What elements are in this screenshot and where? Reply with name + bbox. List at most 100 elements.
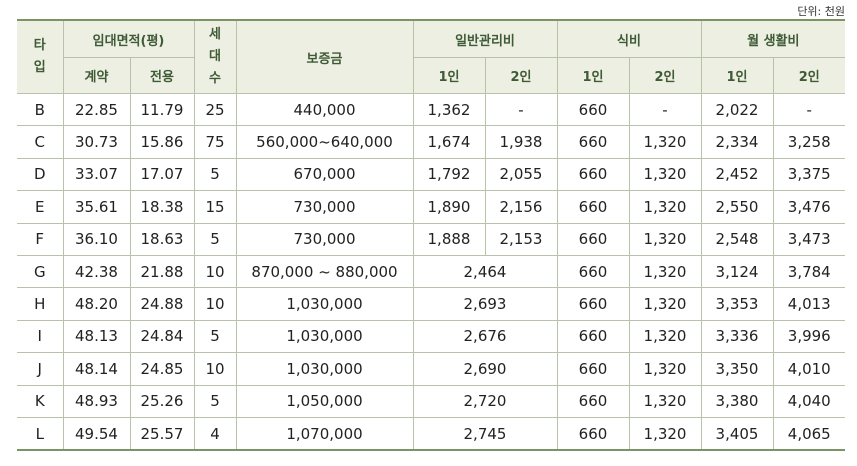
header-meal: 식비 <box>556 19 702 58</box>
cell-deposit: 730,000 <box>235 222 414 256</box>
cell-mgmt-merged: 2,693 <box>412 287 558 321</box>
cell-exclusive: 24.84 <box>129 319 195 354</box>
cell-type: E <box>17 190 64 224</box>
table-row: F 36.10 18.63 5 730,000 1,888 2,153 660 … <box>17 222 846 256</box>
cell-type: B <box>17 92 64 127</box>
header-area: 임대면적(평) <box>62 19 195 58</box>
cell-exclusive: 18.63 <box>129 222 195 256</box>
cell-type: C <box>17 125 64 159</box>
header-contract: 계약 <box>63 57 131 94</box>
cell-contract: 48.20 <box>62 287 131 321</box>
cell-exclusive: 18.38 <box>129 190 195 224</box>
cell-living-1p: 2,022 <box>700 92 774 127</box>
cell-living-1p: 2,550 <box>700 190 774 224</box>
cell-deposit: 440,000 <box>235 92 414 127</box>
cell-mgmt-1p: 1,792 <box>412 157 486 192</box>
cell-living-1p: 2,452 <box>700 157 774 192</box>
cell-meal-1p: 660 <box>556 92 630 127</box>
cell-households: 10 <box>193 287 237 321</box>
header-living-1p: 1인 <box>700 57 774 94</box>
table-row: J 48.14 24.85 10 1,030,000 2,690 660 1,3… <box>17 352 846 386</box>
cell-meal-1p: 660 <box>556 190 630 224</box>
cell-mgmt-2p: 2,153 <box>484 222 558 256</box>
cell-mgmt-merged: 2,745 <box>412 416 558 452</box>
cell-mgmt-1p: 1,888 <box>412 222 486 256</box>
cell-exclusive: 17.07 <box>129 157 195 192</box>
cell-exclusive: 11.79 <box>129 92 195 127</box>
cell-living-1p: 3,353 <box>700 287 774 321</box>
cell-living-1p: 2,548 <box>700 222 774 256</box>
header-meal-2p: 2인 <box>628 57 702 94</box>
cell-meal-2p: 1,320 <box>628 125 702 159</box>
cell-type: H <box>17 287 64 321</box>
cell-meal-2p: 1,320 <box>628 319 702 354</box>
cell-type: G <box>17 254 64 289</box>
cell-households: 15 <box>193 190 237 224</box>
cell-deposit: 670,000 <box>235 157 414 192</box>
cell-living-2p: 3,375 <box>772 157 846 192</box>
cell-type: J <box>17 352 64 386</box>
header-households-line: 대 <box>209 49 221 64</box>
cell-households: 4 <box>193 416 237 452</box>
cell-mgmt-1p: 1,890 <box>412 190 486 224</box>
cell-deposit: 730,000 <box>235 190 414 224</box>
cell-meal-1p: 660 <box>556 319 630 354</box>
cell-contract: 48.14 <box>62 352 131 386</box>
cell-contract: 49.54 <box>62 416 131 452</box>
cell-living-1p: 3,124 <box>700 254 774 289</box>
cell-living-1p: 2,334 <box>700 125 774 159</box>
cell-living-2p: 3,784 <box>772 254 846 289</box>
cell-deposit: 1,070,000 <box>235 416 414 452</box>
cell-type: L <box>17 416 64 452</box>
header-exclusive: 전용 <box>129 57 195 94</box>
cell-households: 25 <box>193 92 237 127</box>
cell-contract: 42.38 <box>62 254 131 289</box>
cell-contract: 30.73 <box>62 125 131 159</box>
header-mgmt-2p: 2인 <box>484 57 558 94</box>
cell-mgmt-1p: 1,674 <box>412 125 486 159</box>
cell-meal-1p: 660 <box>556 157 630 192</box>
cell-meal-2p: 1,320 <box>628 384 702 418</box>
cell-mgmt-1p: 1,362 <box>412 92 486 127</box>
cell-meal-2p: 1,320 <box>628 254 702 289</box>
cell-deposit: 1,030,000 <box>235 287 414 321</box>
cell-living-2p: 3,476 <box>772 190 846 224</box>
cell-mgmt-merged: 2,690 <box>412 352 558 386</box>
header-type: 타 입 <box>17 19 64 94</box>
header-type-line: 타 <box>33 38 46 53</box>
cell-meal-2p: 1,320 <box>628 287 702 321</box>
cell-mgmt-merged: 2,464 <box>412 254 558 289</box>
table-row: C 30.73 15.86 75 560,000~640,000 1,674 1… <box>17 125 846 159</box>
cell-type: K <box>17 384 64 418</box>
cell-meal-1p: 660 <box>556 416 630 452</box>
cell-living-2p: 4,065 <box>772 416 846 452</box>
cell-meal-2p: 1,320 <box>628 190 702 224</box>
cell-contract: 33.07 <box>62 157 131 192</box>
cell-meal-2p: 1,320 <box>628 157 702 192</box>
header-type-line: 입 <box>33 60 46 75</box>
cell-households: 5 <box>193 319 237 354</box>
cell-meal-1p: 660 <box>556 287 630 321</box>
cell-mgmt-2p: 2,055 <box>484 157 558 192</box>
header-mgmt-1p: 1인 <box>412 57 486 94</box>
cell-meal-2p: 1,320 <box>628 222 702 256</box>
cell-exclusive: 24.88 <box>129 287 195 321</box>
header-households-line: 수 <box>209 71 221 86</box>
cell-mgmt-merged: 2,720 <box>412 384 558 418</box>
cell-living-2p: 3,996 <box>772 319 846 354</box>
table-row: D 33.07 17.07 5 670,000 1,792 2,055 660 … <box>17 157 846 192</box>
header-households: 세 대 수 <box>193 19 237 94</box>
cell-exclusive: 25.26 <box>129 384 195 418</box>
cell-living-2p: - <box>772 92 846 127</box>
cell-households: 5 <box>193 157 237 192</box>
table-row: E 35.61 18.38 15 730,000 1,890 2,156 660… <box>17 190 846 224</box>
table-row: H 48.20 24.88 10 1,030,000 2,693 660 1,3… <box>17 287 846 321</box>
cell-deposit: 870,000 ~ 880,000 <box>235 254 414 289</box>
cell-households: 75 <box>193 125 237 159</box>
cell-exclusive: 24.85 <box>129 352 195 386</box>
cell-living-2p: 3,258 <box>772 125 846 159</box>
cell-contract: 48.13 <box>62 319 131 354</box>
cell-meal-2p: - <box>628 92 702 127</box>
unit-label: 단위: 천원 <box>797 5 845 18</box>
cell-households: 10 <box>193 352 237 386</box>
